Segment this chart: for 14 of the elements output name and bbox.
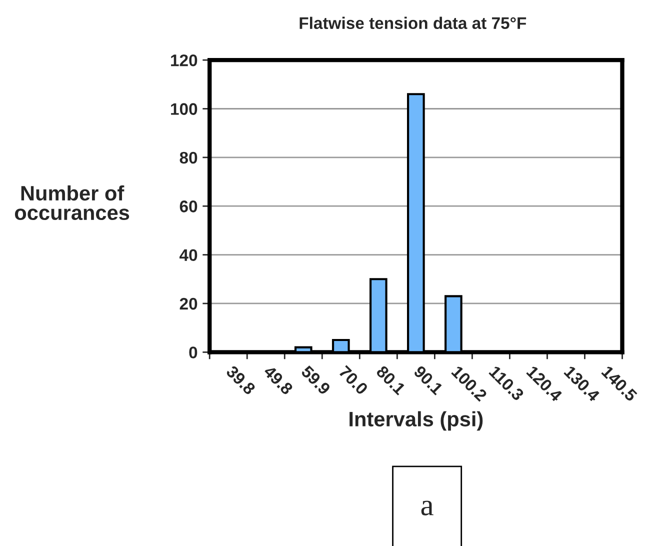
chart-title: Flatwise tension data at 75°F: [300, 16, 526, 30]
y-tick-label: 40: [180, 249, 198, 262]
y-tick-label: 0: [189, 346, 198, 358]
y-tick-label: 120: [171, 54, 198, 66]
y-tick-label: 80: [180, 152, 198, 164]
x-tick-label: 59.9: [300, 364, 332, 396]
x-tick-label: 39.8: [225, 364, 256, 396]
y-tick-label: 60: [180, 200, 198, 212]
x-tick-label: 49.8: [262, 364, 294, 396]
y-tick-label: 100: [171, 103, 198, 115]
x-axis-title: Intervals (psi): [350, 411, 483, 431]
text: a: [421, 500, 434, 516]
y-tick-label: 20: [180, 298, 198, 310]
y-axis-title: Number of occurances: [14, 185, 130, 220]
